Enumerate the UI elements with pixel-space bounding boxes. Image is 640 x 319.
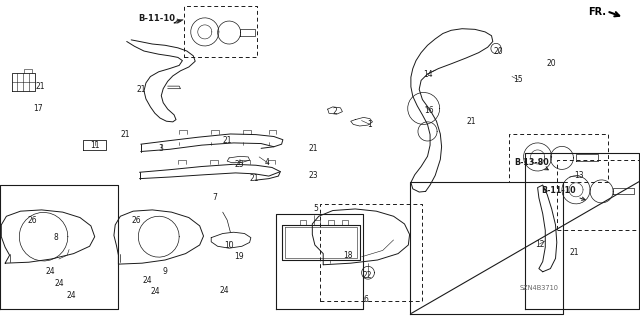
Text: 21: 21: [250, 174, 259, 183]
Text: 14: 14: [422, 70, 433, 78]
Text: 11: 11: [90, 141, 99, 150]
Text: 17: 17: [33, 104, 44, 113]
Text: B-13-80: B-13-80: [514, 158, 548, 167]
Text: 12: 12: [535, 240, 544, 249]
Text: 19: 19: [234, 252, 244, 261]
Text: 24: 24: [45, 267, 55, 276]
Text: 6: 6: [364, 295, 369, 304]
Text: 1: 1: [367, 120, 372, 129]
Text: 21: 21: [36, 82, 45, 91]
Text: 13: 13: [574, 171, 584, 180]
Text: 21: 21: [309, 144, 318, 153]
Text: 21: 21: [570, 248, 579, 257]
Text: B-11-10: B-11-10: [541, 186, 575, 195]
Text: 23: 23: [308, 171, 319, 180]
Text: 4: 4: [265, 158, 270, 167]
Text: 9: 9: [163, 267, 168, 276]
Text: 5: 5: [313, 204, 318, 213]
Text: 18: 18: [343, 251, 352, 260]
Text: 7: 7: [212, 193, 217, 202]
Text: 24: 24: [219, 286, 229, 295]
Text: SZN4B3710: SZN4B3710: [520, 285, 559, 291]
Text: FR.: FR.: [588, 7, 606, 17]
Text: 25: 25: [234, 160, 244, 169]
Text: 24: 24: [54, 279, 64, 288]
Text: B-11-10: B-11-10: [138, 14, 175, 23]
Text: 26: 26: [131, 216, 141, 225]
Text: 20: 20: [493, 47, 503, 56]
Text: 20: 20: [547, 59, 557, 68]
Text: 16: 16: [424, 106, 434, 115]
Text: 15: 15: [513, 75, 524, 84]
Text: 21: 21: [120, 130, 129, 139]
Text: 24: 24: [67, 291, 77, 300]
Text: 21: 21: [467, 117, 476, 126]
Text: 10: 10: [224, 241, 234, 250]
Text: 22: 22: [363, 271, 372, 280]
Text: 26: 26: [27, 216, 37, 225]
Text: 21: 21: [223, 137, 232, 145]
Text: 8: 8: [53, 233, 58, 242]
Text: 24: 24: [142, 276, 152, 285]
Text: 2: 2: [333, 107, 338, 116]
Text: 24: 24: [150, 287, 161, 296]
Text: 3: 3: [159, 144, 164, 153]
Text: 21: 21: [136, 85, 145, 94]
